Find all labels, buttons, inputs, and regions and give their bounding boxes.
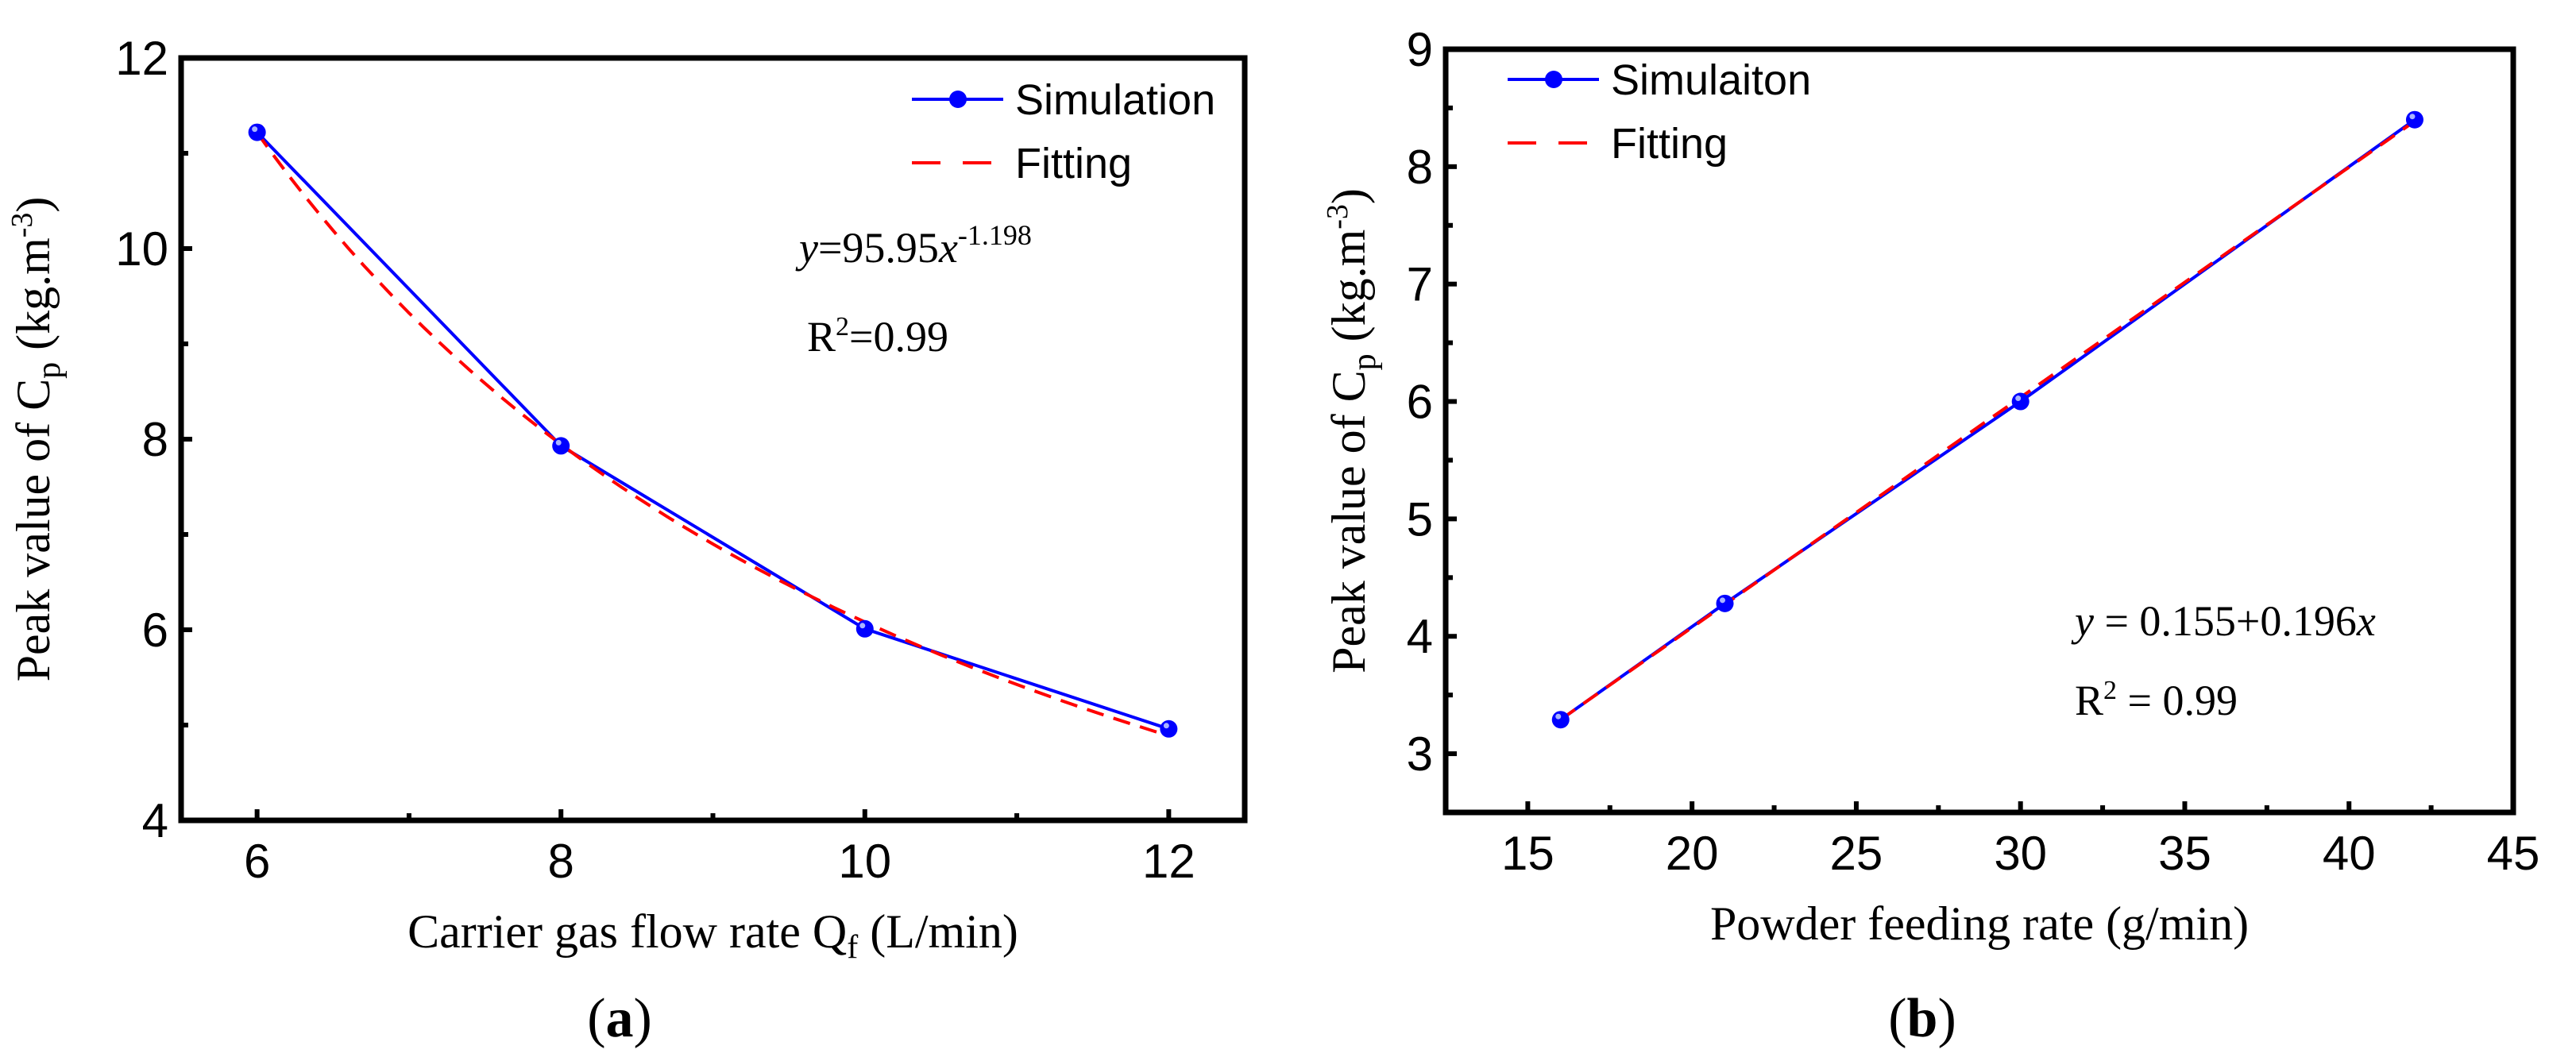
simulation-point bbox=[855, 619, 874, 638]
x-tick-label: 30 bbox=[1994, 827, 2047, 880]
legend-simulation-marker bbox=[949, 91, 967, 108]
x-tick-label: 25 bbox=[1830, 827, 1883, 880]
legend-simulation-marker bbox=[1545, 71, 1562, 88]
y-tick-label: 10 bbox=[115, 222, 168, 276]
x-axis-label: Carrier gas flow rate Qf (L/min) bbox=[407, 905, 1018, 966]
y-tick-label: 3 bbox=[1407, 727, 1433, 781]
x-tick-label: 45 bbox=[2487, 827, 2540, 880]
point-highlight bbox=[1555, 713, 1562, 720]
legend-fitting-label: Fitting bbox=[1611, 120, 1728, 168]
x-tick-label: 10 bbox=[838, 835, 891, 888]
legend-simulation-label: Simulation bbox=[1015, 76, 1215, 124]
simulation-point bbox=[2011, 392, 2030, 411]
point-highlight bbox=[1163, 723, 1169, 729]
simulation-point bbox=[1160, 720, 1178, 738]
y-tick-label: 6 bbox=[142, 604, 168, 657]
point-highlight bbox=[2015, 395, 2022, 402]
legend-fitting-label: Fitting bbox=[1015, 140, 1132, 187]
x-tick-label: 6 bbox=[244, 835, 270, 888]
simulation-point bbox=[1716, 594, 1734, 612]
simulation-point bbox=[552, 437, 570, 455]
point-highlight bbox=[1720, 597, 1726, 604]
simulation-line bbox=[256, 131, 1169, 731]
r-squared: R2 = 0.99 bbox=[2075, 676, 2238, 724]
y-tick-label: 5 bbox=[1407, 492, 1433, 546]
fit-equation: y=95.95x-1.198 bbox=[795, 219, 1032, 272]
panel-caption: (b) bbox=[1888, 988, 1956, 1049]
simulation-point bbox=[2405, 110, 2423, 129]
x-axis-label: Powder feeding rate (g/min) bbox=[1710, 897, 2249, 950]
plot-frame bbox=[1442, 46, 2516, 816]
x-tick-label: 40 bbox=[2323, 827, 2376, 880]
fitting-line bbox=[1559, 119, 2416, 721]
chart-a: 6 8 10 12 4 6 8 10 12 Simulation Fitting y=95.95x-1… bbox=[6, 32, 1248, 1049]
fit-equation: y = 0.155+0.196x bbox=[2071, 597, 2376, 645]
y-axis-label: Peak value of Cp (kg.m-3) bbox=[1321, 188, 1383, 673]
y-axis-label: Peak value of Cp (kg.m-3) bbox=[6, 197, 68, 682]
panel-letter: a bbox=[606, 988, 634, 1049]
r-squared: R2=0.99 bbox=[807, 312, 948, 361]
x-tick-label: 12 bbox=[1142, 835, 1195, 888]
y-tick-label: 12 bbox=[115, 32, 168, 85]
panel-caption: (a) bbox=[587, 988, 652, 1049]
x-tick-label: 35 bbox=[2158, 827, 2211, 880]
legend-simulation-label: Simulaiton bbox=[1611, 56, 1811, 104]
y-tick-label: 4 bbox=[142, 794, 168, 847]
point-highlight bbox=[252, 126, 258, 133]
x-tick-label: 20 bbox=[1666, 827, 1719, 880]
chart-b: 15 20 25 30 35 40 453456789SimulaitonFittingy … bbox=[1321, 23, 2539, 1049]
x-tick-label: 8 bbox=[548, 835, 574, 888]
y-tick-label: 8 bbox=[1407, 141, 1433, 194]
x-tick-label: 15 bbox=[1501, 827, 1554, 880]
point-highlight bbox=[859, 623, 866, 629]
y-tick-label: 6 bbox=[1407, 376, 1433, 429]
y-tick-label: 4 bbox=[1407, 610, 1433, 663]
y-tick-label: 8 bbox=[142, 413, 168, 466]
simulation-point bbox=[1551, 711, 1570, 729]
point-highlight bbox=[2409, 114, 2416, 120]
y-tick-label: 7 bbox=[1407, 258, 1433, 311]
simulation-point bbox=[248, 123, 266, 141]
fitting-line bbox=[255, 131, 1169, 738]
y-tick-label: 9 bbox=[1407, 23, 1433, 76]
point-highlight bbox=[555, 439, 562, 446]
panel-letter: b bbox=[1907, 988, 1938, 1049]
